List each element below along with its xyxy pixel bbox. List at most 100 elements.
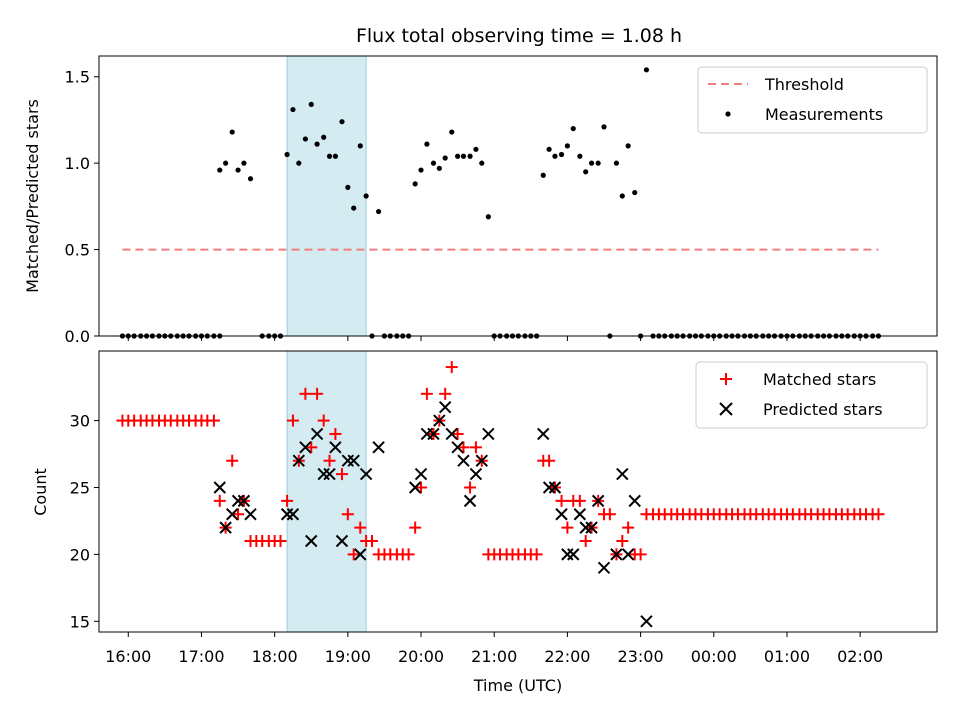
matched-star-point	[347, 548, 360, 561]
measurement-point	[601, 124, 607, 130]
bottom-xtick-label: 23:00	[618, 647, 664, 666]
bottom-panel: 15 20 25 30 16:00 17:00 18:00 19:00 20:00 21:00 2…	[31, 350, 938, 695]
measurement-point	[643, 67, 650, 73]
bottom-legend: Matched stars Predicted stars	[695, 361, 928, 429]
measurement-point	[302, 136, 308, 142]
predicted-star-point	[573, 508, 587, 521]
predicted-legend-swatch	[719, 402, 733, 416]
measurement-point	[449, 129, 455, 135]
matched-star-point	[420, 387, 433, 400]
predicted-star-point	[359, 467, 373, 481]
top-axes-frame	[98, 55, 938, 337]
matched-star-point	[329, 427, 342, 440]
predicted-star-point	[433, 414, 446, 427]
measurement-point	[235, 167, 241, 173]
measurement-point	[217, 167, 223, 173]
matched-legend-swatch	[720, 373, 732, 385]
predicted-star-point	[305, 534, 318, 548]
measurement-point	[564, 143, 571, 149]
matched-star-point	[365, 535, 378, 548]
matched-star-point	[274, 535, 287, 548]
predicted-star-point	[469, 467, 483, 481]
chart-title: Flux total observing time = 1.08 h	[356, 25, 682, 47]
measurement-point	[223, 160, 229, 166]
matched-star-point	[213, 494, 226, 507]
x-axis-label: Time (UTC)	[473, 676, 562, 695]
predicted-star-point	[482, 427, 495, 441]
matched-star-point	[299, 387, 312, 400]
top-ytick-label: 1.5	[65, 68, 90, 87]
predicted-star-point	[542, 481, 556, 494]
measurement-point	[247, 176, 254, 182]
matched-star-point	[555, 494, 568, 507]
measurement-point	[570, 125, 576, 132]
measurement-point	[375, 208, 382, 215]
measurement-point	[577, 153, 583, 159]
bottom-xtick-label: 00:00	[691, 647, 737, 666]
measurement-point	[467, 153, 473, 159]
predicted-star-point	[591, 494, 605, 508]
matched-star-point	[207, 414, 220, 427]
top-y-axis-label: Matched/Predicted stars	[23, 99, 42, 293]
measurement-point	[326, 153, 333, 159]
bottom-ytick-label: 20	[70, 545, 90, 564]
predicted-star-point	[457, 454, 470, 467]
bottom-xtick-label: 02:00	[837, 647, 883, 666]
measurement-point	[588, 160, 595, 166]
matched-star-point	[311, 387, 324, 400]
matched-star-point	[439, 387, 452, 400]
measurement-point	[296, 160, 302, 166]
predicted-star-point	[427, 427, 440, 441]
matched-star-point	[445, 361, 458, 374]
measurement-point	[241, 160, 247, 166]
matched-star-point	[317, 414, 330, 427]
measurement-point	[460, 153, 467, 159]
measurement-point	[540, 172, 546, 178]
predicted-star-point	[299, 441, 312, 454]
matched-star-point	[451, 427, 464, 440]
bottom-xtick-label: 20:00	[398, 647, 444, 666]
matched-star-point	[409, 521, 422, 534]
measurement-point	[595, 160, 601, 166]
measurement-point	[424, 141, 430, 147]
predicted-legend-label: Predicted stars	[763, 400, 883, 419]
matched-star-point	[469, 441, 482, 454]
measurement-point	[339, 119, 345, 125]
predicted-star-point	[225, 508, 239, 521]
bottom-ytick-label: 15	[70, 612, 90, 631]
measurement-point	[308, 101, 314, 107]
measurement-point	[430, 160, 437, 166]
predicted-star-point	[561, 548, 574, 561]
top-panel: 0.0 0.5 1.0 1.5 Matched/Predicted stars Thr…	[23, 55, 938, 346]
predicted-star-point	[621, 548, 635, 561]
predicted-star-point	[555, 508, 568, 521]
predicted-star-point	[640, 615, 653, 628]
predicted-star-point	[610, 548, 623, 561]
bottom-xtick-label: 21:00	[471, 647, 517, 666]
predicted-star-point	[237, 494, 251, 508]
predicted-star-point	[317, 467, 330, 481]
predicted-star-point	[408, 481, 422, 494]
predicted-star-point	[451, 441, 464, 454]
predicted-star-point	[244, 508, 257, 521]
predicted-star-point	[372, 441, 385, 454]
matched-star-point	[281, 494, 294, 507]
predicted-star-point	[616, 467, 629, 481]
measurement-point	[436, 165, 442, 171]
predicted-star-point	[548, 481, 562, 494]
measurement-point	[284, 151, 290, 158]
measurement-point	[229, 129, 235, 135]
predicted-star-point	[354, 548, 367, 561]
measurement-point	[321, 134, 327, 140]
measurement-point	[619, 193, 625, 199]
measurement-point	[314, 141, 320, 147]
bottom-xtick-label: 18:00	[252, 647, 298, 666]
measurements-legend-label: Measurements	[765, 105, 883, 124]
top-ytick-label: 0.0	[65, 327, 90, 346]
matched-star-point	[622, 521, 635, 534]
predicted-star-point	[347, 454, 360, 467]
predicted-star-point	[445, 427, 458, 441]
observing-window-shade	[286, 350, 367, 633]
measurement-point	[351, 205, 357, 211]
measurement-point	[632, 189, 638, 196]
